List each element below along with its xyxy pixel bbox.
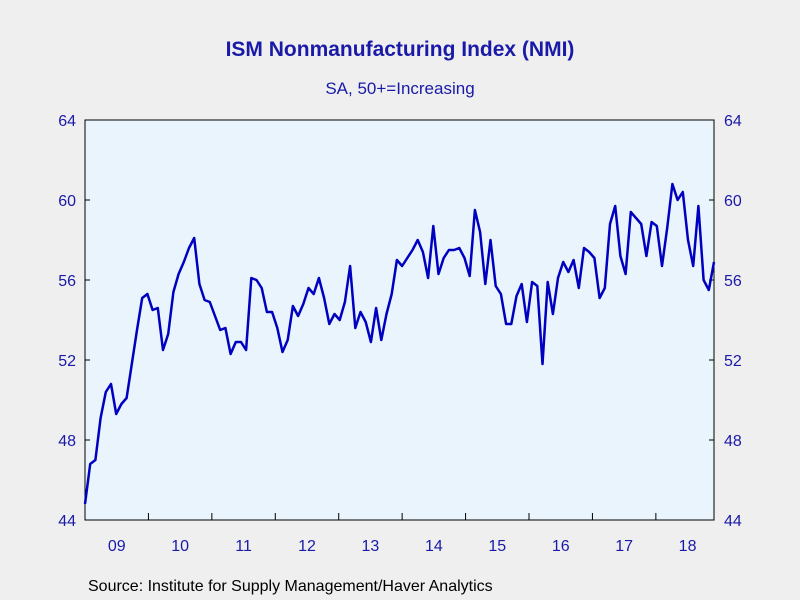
- y-tick-label-left: 44: [58, 513, 76, 530]
- y-tick-label-right: 44: [724, 513, 742, 530]
- y-tick-label-right: 60: [724, 193, 742, 210]
- x-tick-label: 14: [425, 538, 443, 555]
- x-tick-label: 18: [679, 538, 697, 555]
- x-tick-label: 16: [552, 538, 570, 555]
- y-tick-label-left: 48: [58, 433, 76, 450]
- y-tick-label-right: 56: [724, 273, 742, 290]
- plot-background: [84, 119, 715, 521]
- x-tick-label: 17: [615, 538, 633, 555]
- x-tick-label: 12: [298, 538, 316, 555]
- x-tick-label: 11: [235, 538, 252, 555]
- y-tick-label-left: 64: [58, 113, 76, 130]
- chart-source: Source: Institute for Supply Management/…: [88, 578, 493, 595]
- x-tick-label: 15: [488, 538, 506, 555]
- y-tick-label-left: 60: [58, 193, 76, 210]
- chart-title: ISM Nonmanufacturing Index (NMI): [225, 38, 575, 61]
- y-tick-label-left: 52: [58, 353, 76, 370]
- chart-subtitle: SA, 50+=Increasing: [325, 79, 475, 98]
- y-tick-label-left: 56: [58, 273, 76, 290]
- y-tick-label-right: 64: [724, 113, 742, 130]
- y-tick-label-right: 48: [724, 433, 742, 450]
- x-tick-label: 13: [362, 538, 380, 555]
- y-tick-label-right: 52: [724, 353, 742, 370]
- nmi-series-line: [83, 182, 716, 505]
- x-tick-label: 09: [108, 538, 126, 555]
- x-tick-label: 10: [171, 538, 189, 555]
